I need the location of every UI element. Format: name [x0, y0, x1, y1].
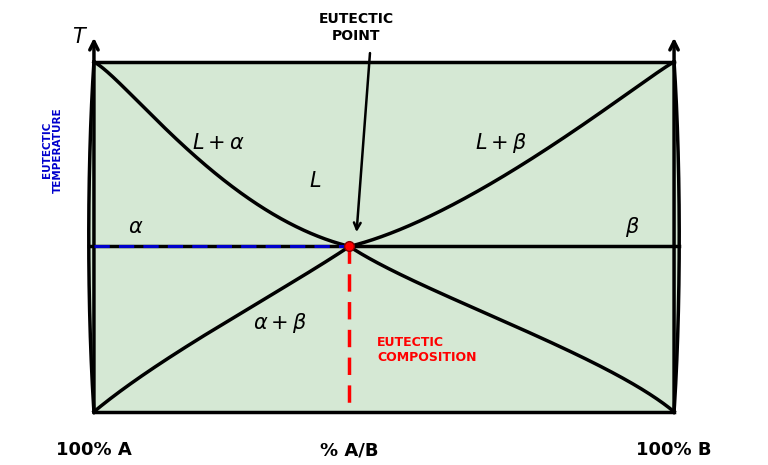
Text: $\alpha + \beta$: $\alpha + \beta$: [253, 312, 307, 335]
Text: $L + \beta$: $L + \beta$: [475, 131, 528, 154]
Text: 100% B: 100% B: [637, 441, 712, 459]
Polygon shape: [94, 62, 674, 246]
Text: $\beta$: $\beta$: [625, 215, 640, 239]
Text: EUTECTIC
TEMPERATURE: EUTECTIC TEMPERATURE: [41, 107, 63, 193]
Text: 100% A: 100% A: [56, 441, 132, 459]
Polygon shape: [89, 62, 349, 412]
Text: $L$: $L$: [309, 171, 321, 191]
Text: EUTECTIC
COMPOSITION: EUTECTIC COMPOSITION: [377, 336, 477, 364]
Polygon shape: [94, 246, 674, 412]
Text: $L + \alpha$: $L + \alpha$: [192, 133, 245, 153]
Text: $T$: $T$: [72, 27, 88, 47]
Polygon shape: [349, 62, 679, 412]
Text: $\alpha$: $\alpha$: [127, 217, 143, 237]
Text: EUTECTIC
POINT: EUTECTIC POINT: [319, 13, 394, 43]
Text: % A/B: % A/B: [320, 441, 379, 459]
Polygon shape: [94, 62, 674, 412]
